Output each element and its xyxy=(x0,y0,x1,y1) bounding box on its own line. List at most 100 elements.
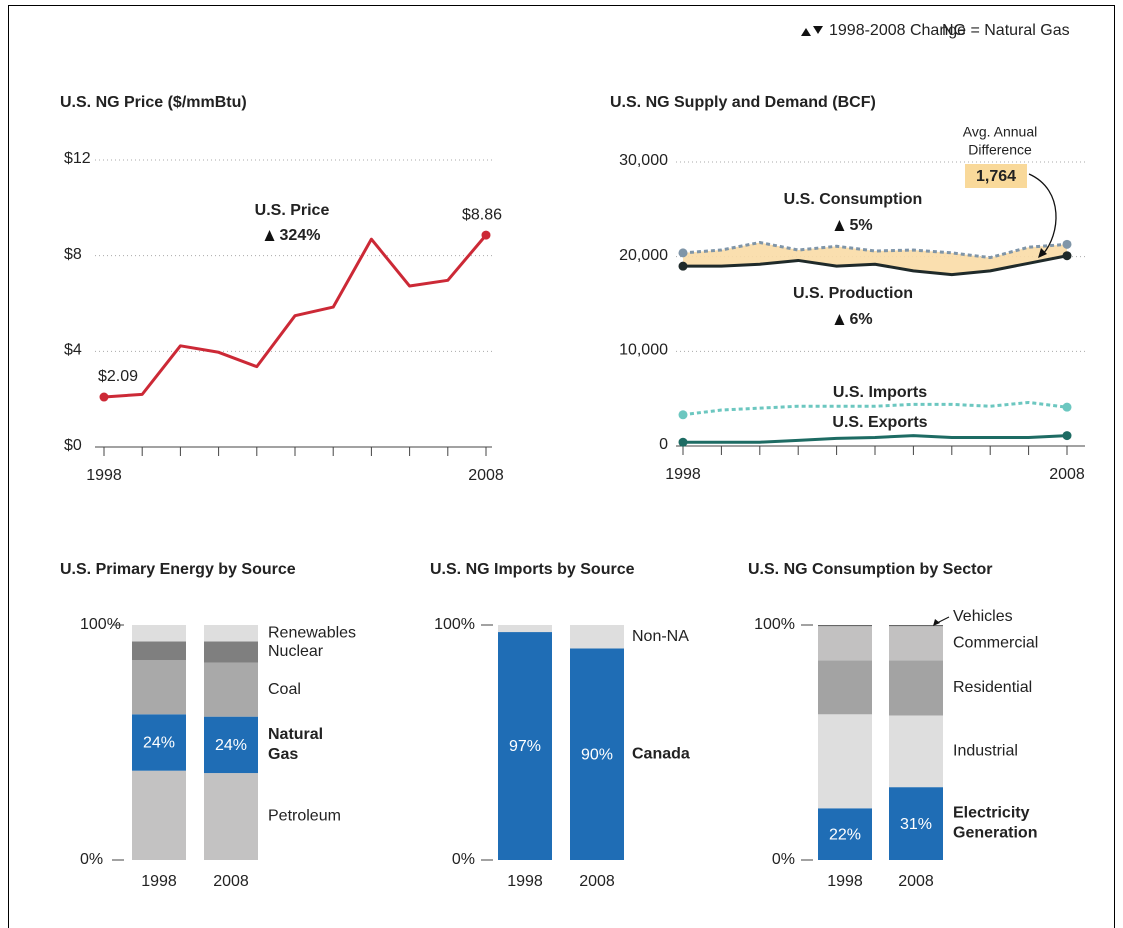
up-arrow-icon xyxy=(801,28,811,36)
x-tick-label: 1998 xyxy=(827,873,863,890)
endpoint xyxy=(1062,431,1072,441)
y-tick-label: 100% xyxy=(434,616,475,633)
label-arrowhead xyxy=(933,619,940,626)
series-label: Non-NA xyxy=(632,628,689,645)
endpoint xyxy=(481,230,491,240)
series-label: Electricity Generation xyxy=(953,805,1037,842)
series-label: Natural Gas xyxy=(268,726,328,763)
x-tick-label: 1998 xyxy=(507,873,543,890)
y-tick-label: 10,000 xyxy=(619,342,668,359)
y-tick-label: $4 xyxy=(64,342,82,359)
endpoint xyxy=(99,392,109,402)
y-tick-label: 100% xyxy=(80,616,121,633)
chart-title: U.S. NG Consumption by Sector xyxy=(748,561,992,578)
bar-segment xyxy=(889,715,943,788)
y-tick-label: $0 xyxy=(64,437,82,454)
up-arrow-icon xyxy=(834,314,845,325)
x-tick-label: 1998 xyxy=(665,466,701,483)
bar-segment xyxy=(204,662,258,717)
annotation-text: Avg. Annual xyxy=(963,124,1037,140)
series-label: Vehicles xyxy=(953,608,1013,625)
series-label: Industrial xyxy=(953,743,1018,760)
value-label: 24% xyxy=(215,737,247,754)
difference-area xyxy=(683,242,1067,275)
up-arrow-icon xyxy=(834,220,845,231)
bar-segment xyxy=(818,625,872,627)
frame xyxy=(8,5,1115,928)
endpoint xyxy=(1062,251,1072,261)
bar-segment xyxy=(132,641,186,661)
bar-segment xyxy=(818,660,872,715)
y-tick-label: 20,000 xyxy=(619,247,668,264)
series-line xyxy=(683,434,1068,444)
y-tick-label: $12 xyxy=(64,150,91,167)
y-tick-label: 0% xyxy=(772,851,795,868)
series-label: Nuclear xyxy=(268,643,324,660)
annotation-arrow xyxy=(1028,173,1057,255)
value-label: $2.09 xyxy=(98,368,138,385)
chart-title: U.S. NG Supply and Demand (BCF) xyxy=(610,94,876,111)
series-label: Coal xyxy=(268,681,301,698)
bar-segment xyxy=(204,716,258,774)
endpoint xyxy=(678,248,688,258)
endpoint xyxy=(1062,239,1072,249)
series-label: Commercial xyxy=(953,634,1038,651)
bar-segment xyxy=(818,808,872,860)
y-tick-label: 0 xyxy=(659,436,668,453)
value-label: $8.86 xyxy=(462,206,502,223)
bar-segment xyxy=(498,625,552,633)
annotation-value: 1,764 xyxy=(976,168,1016,185)
y-tick-label: 0% xyxy=(80,851,103,868)
series-line xyxy=(682,400,1068,417)
series-label: Residential xyxy=(953,679,1032,696)
series-label: U.S. Exports xyxy=(832,414,927,431)
bar-segment xyxy=(818,714,872,809)
annotation-text: Difference xyxy=(968,142,1032,158)
y-tick-label: 100% xyxy=(754,616,795,633)
series-label: U.S. Imports xyxy=(833,384,927,401)
bar-segment xyxy=(889,787,943,860)
up-arrow-icon xyxy=(264,230,275,241)
endpoint xyxy=(678,437,688,447)
bar-segment xyxy=(204,773,258,860)
change-label: 5% xyxy=(849,217,872,234)
change-legend: 1998-2008 Change xyxy=(829,22,966,39)
value-label: 97% xyxy=(509,738,541,755)
change-label: 324% xyxy=(280,227,321,244)
annotation-box xyxy=(965,164,1027,188)
endpoint xyxy=(678,261,688,271)
series-label: Petroleum xyxy=(268,808,341,825)
x-tick-label: 2008 xyxy=(213,873,249,890)
bar-segment xyxy=(132,770,186,860)
y-tick-label: $8 xyxy=(64,246,82,263)
bar-segment xyxy=(204,641,258,663)
change-label: 6% xyxy=(849,311,872,328)
value-label: 90% xyxy=(581,746,613,763)
endpoint xyxy=(678,410,688,420)
bar-segment xyxy=(132,625,186,642)
bar-segment xyxy=(498,632,552,860)
x-tick-label: 1998 xyxy=(86,467,122,484)
x-tick-label: 2008 xyxy=(898,873,934,890)
bar-segment xyxy=(570,648,624,860)
bar-segment xyxy=(132,660,186,715)
series-label: Canada xyxy=(632,745,690,762)
x-tick-label: 2008 xyxy=(468,467,504,484)
series-line xyxy=(682,240,1068,260)
value-label: 22% xyxy=(829,826,861,843)
series-label: U.S. Price xyxy=(255,202,330,219)
x-tick-label: 1998 xyxy=(141,873,177,890)
y-tick-label: 30,000 xyxy=(619,152,668,169)
value-label: 24% xyxy=(143,735,175,752)
series-line xyxy=(103,234,488,399)
endpoint xyxy=(1062,402,1072,412)
down-arrow-icon xyxy=(813,26,823,34)
series-line xyxy=(683,254,1068,277)
bar-segment xyxy=(889,625,943,627)
bar-segment xyxy=(570,625,624,649)
annotation-arrowhead xyxy=(1038,248,1047,258)
bar-segment xyxy=(204,625,258,642)
bar-segment xyxy=(889,660,943,716)
x-tick-label: 2008 xyxy=(1049,466,1085,483)
